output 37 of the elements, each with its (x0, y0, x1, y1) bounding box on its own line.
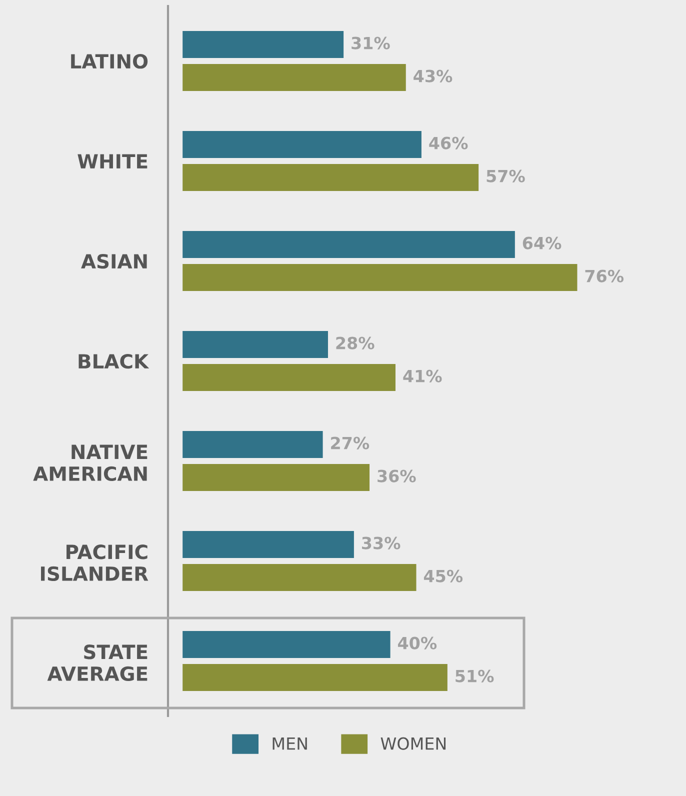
data-label: 57% (486, 170, 525, 182)
data-label: 40% (398, 636, 437, 650)
bar (182, 164, 479, 191)
bar (182, 564, 416, 591)
bar (182, 631, 390, 658)
data-label: 46% (429, 136, 468, 150)
bar (182, 364, 396, 391)
bar (182, 664, 448, 691)
data-label: 33% (362, 536, 400, 550)
bar (182, 64, 406, 91)
data-label: 41% (403, 370, 442, 382)
data-label: 27% (331, 436, 370, 450)
bar (182, 431, 323, 458)
bar (182, 264, 578, 291)
data-label: 31% (352, 36, 390, 50)
data-label: 45% (424, 570, 463, 582)
y-tick-label: PACIFIC ISLANDER (40, 544, 148, 582)
bar (182, 464, 370, 491)
y-tick-label: NATIVE AMERICAN (33, 444, 148, 482)
y-tick-label: WHITE (78, 154, 148, 168)
data-label: 64% (522, 236, 562, 250)
bar (182, 131, 422, 158)
y-tick-label: ASIAN (81, 254, 147, 269)
legend-label: WOMEN (380, 737, 446, 750)
y-tick-label: BLACK (78, 354, 150, 369)
data-label: 76% (585, 270, 624, 282)
bar (182, 31, 344, 58)
data-label: 36% (378, 470, 416, 482)
bar (182, 231, 515, 258)
legend-label: MEN (272, 737, 307, 750)
bar (182, 331, 328, 358)
data-label: 43% (414, 70, 452, 82)
data-label: 51% (456, 670, 494, 682)
y-tick-label: LATINO (71, 54, 148, 69)
bar (182, 531, 354, 558)
y-tick-label: STATE AVERAGE (47, 644, 148, 682)
data-label: 28% (336, 336, 374, 350)
